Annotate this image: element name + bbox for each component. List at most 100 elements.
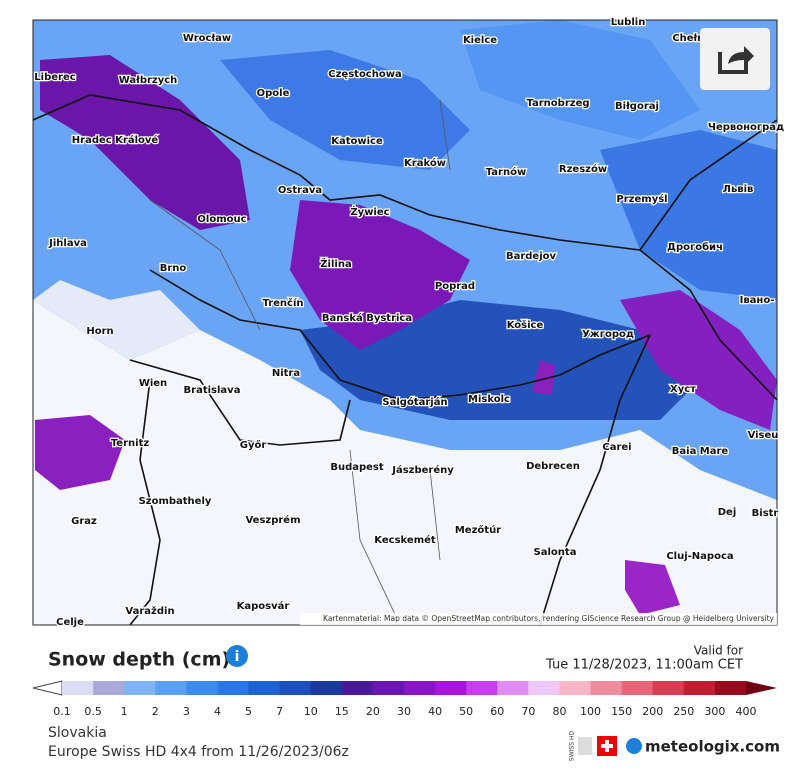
legend-title: Snow depth (cm) bbox=[48, 649, 230, 671]
city-label: Wien bbox=[139, 378, 167, 389]
legend-swatch bbox=[310, 681, 343, 695]
city-label: Bardejov bbox=[506, 251, 557, 262]
city-label: Miskolc bbox=[468, 394, 510, 405]
legend-label: 70 bbox=[521, 705, 535, 718]
city-label: Івано- bbox=[740, 295, 775, 306]
legend-swatch bbox=[155, 681, 187, 695]
brand: meteologix.com bbox=[645, 738, 780, 756]
legend-label: 2 bbox=[152, 705, 159, 718]
svg-text:i: i bbox=[235, 649, 240, 665]
legend-label: 0.1 bbox=[53, 705, 71, 718]
city-label: Liberec bbox=[34, 72, 75, 83]
city-label: Przemyśl bbox=[616, 193, 667, 205]
legend-swatch bbox=[466, 681, 498, 695]
city-label: Rzeszów bbox=[559, 163, 607, 175]
legend-label: 1 bbox=[121, 705, 128, 718]
brand-logo bbox=[626, 738, 642, 754]
city-label: Wałbrzych bbox=[119, 75, 178, 86]
city-label: Львів bbox=[723, 184, 754, 195]
valid-time: Tue 11/28/2023, 11:00am CET bbox=[545, 658, 743, 673]
city-label: Ternitz bbox=[111, 438, 150, 449]
city-label: Trenčín bbox=[262, 297, 303, 309]
city-label: Дрогобич bbox=[667, 241, 723, 253]
legend-swatch bbox=[590, 681, 623, 695]
legend-swatch bbox=[652, 681, 685, 695]
city-label: Jihlava bbox=[48, 238, 87, 249]
city-label: Żywiec bbox=[350, 204, 389, 218]
legend-swatch bbox=[714, 681, 747, 695]
city-label: Opole bbox=[257, 88, 290, 99]
legend-swatch bbox=[435, 681, 467, 695]
city-label: Nitra bbox=[272, 368, 300, 379]
legend-swatch bbox=[124, 681, 156, 695]
legend-swatch bbox=[372, 681, 405, 695]
model: Europe Swiss HD 4x4 from 11/26/2023/06z bbox=[48, 744, 349, 760]
city-label: Katowice bbox=[331, 136, 383, 147]
city-label: Budapest bbox=[330, 462, 384, 473]
city-label: Mezőtúr bbox=[455, 524, 501, 536]
city-label: Biłgoraj bbox=[615, 101, 659, 112]
city-label: Banská Bystrica bbox=[322, 312, 412, 324]
share-button[interactable] bbox=[700, 28, 770, 90]
city-label: Ostrava bbox=[278, 185, 322, 196]
city-label: Хуст bbox=[670, 384, 696, 395]
city-label: Salonta bbox=[534, 547, 577, 558]
city-label: Viseu bbox=[748, 430, 779, 441]
city-label: Brno bbox=[160, 263, 187, 274]
city-label: Varaždin bbox=[125, 605, 174, 617]
legend: 0.1 0.5 1 2 3 4 5 7 10 15 20 30 40 50 60 70 80 100 150 200 2… bbox=[53, 681, 777, 718]
legend-label: 20 bbox=[366, 705, 380, 718]
city-label: Graz bbox=[71, 516, 97, 527]
city-label: Salgótarján bbox=[382, 396, 447, 408]
city-label: Częstochowa bbox=[328, 69, 401, 80]
legend-label: 200 bbox=[642, 705, 663, 718]
city-label: Olomouc bbox=[197, 214, 246, 225]
legend-label: 3 bbox=[183, 705, 190, 718]
city-label: Hradec Králové bbox=[72, 134, 159, 146]
city-label: Bistr bbox=[752, 508, 779, 519]
legend-label: 5 bbox=[245, 705, 252, 718]
city-label: Wrocław bbox=[183, 33, 231, 44]
city-label: Ужгород bbox=[582, 329, 634, 340]
legend-swatch bbox=[217, 681, 250, 695]
city-label: Baia Mare bbox=[672, 446, 729, 457]
legend-label: 60 bbox=[490, 705, 504, 718]
legend-arrow bbox=[746, 681, 777, 695]
city-label: Žilina bbox=[320, 257, 351, 270]
city-label: Győr bbox=[240, 439, 267, 451]
legend-label: 4 bbox=[214, 705, 221, 718]
legend-swatch bbox=[279, 681, 312, 695]
info-icon[interactable]: i bbox=[226, 645, 248, 667]
city-labels: Wrocław Częstochowa Kielce Lublin Chełm Opole… bbox=[33, 16, 785, 630]
legend-label: 40 bbox=[428, 705, 442, 718]
badge: SWISS HD bbox=[569, 731, 576, 762]
city-label: Celje bbox=[56, 617, 84, 628]
city-label: Jászberény bbox=[391, 464, 454, 476]
legend-label: 7 bbox=[276, 705, 283, 718]
attribution: Kartenmaterial: Map data © OpenStreetMap… bbox=[323, 614, 775, 623]
legend-swatch bbox=[404, 681, 436, 695]
city-label: Червоноград bbox=[708, 122, 784, 133]
legend-label: 10 bbox=[304, 705, 318, 718]
city-label: Tarnobrzeg bbox=[526, 98, 589, 109]
city-label: Kraków bbox=[404, 157, 446, 169]
city-label: Debrecen bbox=[526, 461, 580, 472]
region: Slovakia bbox=[48, 725, 107, 741]
city-label: Lublin bbox=[611, 17, 646, 28]
city-label: Bratislava bbox=[184, 385, 241, 396]
city-label: Veszprém bbox=[245, 514, 300, 526]
legend-swatch bbox=[248, 681, 281, 695]
legend-label: 30 bbox=[397, 705, 411, 718]
valid-for: Valid for bbox=[694, 644, 743, 658]
city-label: Poprad bbox=[435, 281, 475, 292]
legend-swatch bbox=[341, 681, 374, 695]
city-label: Cluj-Napoca bbox=[666, 551, 733, 562]
legend-swatch bbox=[528, 681, 560, 695]
city-label: Dej bbox=[718, 507, 737, 518]
legend-swatch bbox=[497, 681, 529, 695]
city-label: Tarnów bbox=[486, 166, 526, 178]
city-label: Kecskemét bbox=[374, 534, 436, 546]
badge-icon bbox=[578, 737, 592, 755]
city-label: Horn bbox=[86, 326, 113, 337]
